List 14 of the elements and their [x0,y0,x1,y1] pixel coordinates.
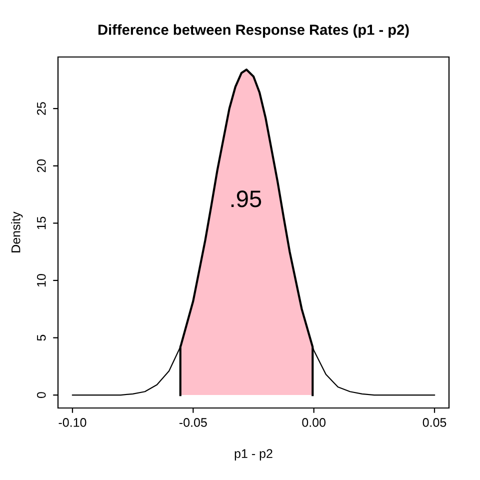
y-axis-title: Density [11,212,23,252]
x-tick-label: -0.10 [58,418,86,427]
y-tick-label: 5 [37,334,46,341]
y-tick-label: 20 [36,159,46,172]
x-axis-title: p1 - p2 [234,449,272,460]
x-tick-label: 0.00 [302,418,326,427]
y-tick-label: 15 [37,216,46,230]
y-tick-label: 10 [36,274,46,286]
x-tick-label: -0.05 [179,418,207,427]
x-tick-label: 0.05 [422,418,446,427]
y-tick-label: 25 [36,102,46,115]
y-tick-label: 0 [36,392,46,398]
chart-title: Difference between Response Rates (p1 - p2) [98,24,409,38]
annotation: .95 [231,190,262,208]
